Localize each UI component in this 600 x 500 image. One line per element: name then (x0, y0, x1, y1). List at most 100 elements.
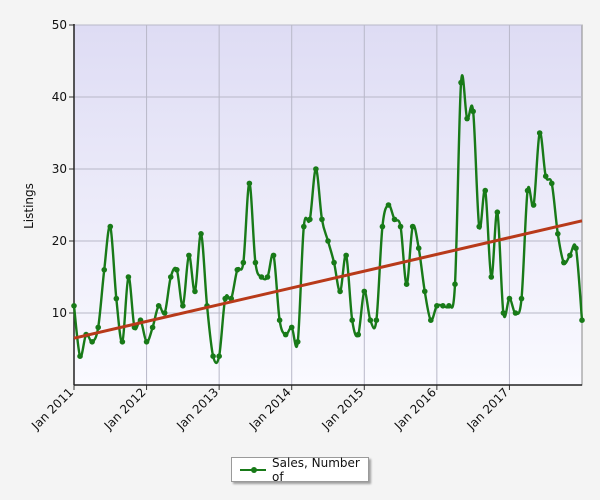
data-point (506, 295, 513, 302)
data-point (198, 231, 204, 237)
data-point (77, 353, 83, 360)
data-point (125, 274, 132, 280)
y-tick-label: 50 (52, 18, 67, 32)
data-point (161, 310, 168, 316)
data-point (500, 310, 507, 316)
data-point (464, 115, 470, 122)
data-point (95, 324, 101, 331)
data-point (530, 202, 537, 208)
data-point (458, 79, 464, 86)
legend-label: Sales, Number of (272, 455, 360, 484)
axes (69, 24, 582, 390)
data-point (349, 317, 355, 324)
data-point (561, 259, 567, 266)
data-point (167, 274, 174, 280)
data-point (89, 339, 95, 345)
data-point (548, 180, 555, 187)
data-point (234, 267, 241, 273)
x-tick-label: Jan 2017 (464, 385, 512, 433)
data-point (307, 216, 313, 223)
y-tick-label: 40 (52, 90, 67, 104)
data-point (143, 339, 150, 345)
data-point (174, 267, 180, 273)
data-point (536, 130, 543, 136)
data-point (119, 339, 126, 345)
data-point (488, 274, 495, 280)
x-tick-label: Jan 2014 (246, 385, 294, 433)
y-tick-label: 10 (52, 306, 67, 320)
legend: Sales, Number of (231, 455, 369, 484)
data-point (294, 339, 301, 345)
data-point (579, 317, 585, 324)
data-point (415, 245, 422, 251)
data-point (391, 216, 398, 223)
data-point (555, 231, 561, 237)
data-point (107, 223, 114, 230)
x-tick-label: Jan 2016 (391, 385, 439, 433)
data-point (367, 317, 374, 324)
data-point (113, 295, 120, 302)
data-point (355, 331, 362, 338)
data-point (476, 223, 482, 230)
data-point (337, 288, 343, 295)
data-point (403, 281, 410, 288)
data-point (240, 259, 247, 266)
y-tick-label: 30 (52, 162, 67, 176)
data-point (276, 317, 283, 324)
data-point (373, 317, 380, 324)
data-point (385, 202, 392, 208)
data-point (440, 303, 446, 309)
data-point (264, 274, 271, 280)
data-point (361, 288, 368, 295)
data-point (252, 259, 259, 266)
plot-area (73, 24, 583, 386)
data-point (428, 317, 434, 324)
data-point (282, 331, 289, 338)
data-point (331, 259, 337, 266)
x-tick-label: Jan 2015 (318, 385, 366, 433)
data-point (319, 216, 325, 223)
data-point (288, 324, 295, 331)
data-point (216, 353, 222, 360)
y-tick-label: 20 (52, 234, 67, 248)
legend-line-marker (240, 465, 267, 475)
data-point (192, 288, 198, 295)
data-point (470, 108, 476, 115)
data-point (210, 353, 216, 360)
data-point (379, 223, 386, 230)
data-point (155, 303, 162, 309)
x-tick-label: Jan 2011 (28, 385, 76, 433)
data-point (228, 295, 235, 302)
data-point (494, 209, 501, 215)
data-point (186, 252, 192, 259)
data-point (325, 238, 331, 244)
data-point (482, 187, 489, 194)
data-point (149, 324, 156, 331)
data-point (71, 303, 77, 309)
data-point (343, 252, 349, 259)
data-point (101, 267, 108, 273)
data-point (270, 252, 277, 259)
data-point (409, 223, 416, 230)
data-point (542, 173, 549, 179)
data-point (421, 288, 428, 295)
data-point (246, 180, 253, 187)
data-point (180, 303, 186, 309)
data-point (573, 245, 579, 251)
data-point (397, 223, 404, 230)
data-point (524, 187, 531, 194)
trend-line (73, 219, 583, 340)
data-point (434, 303, 440, 309)
data-point (452, 281, 458, 288)
data-point (518, 295, 525, 302)
data-point (512, 310, 519, 316)
data-point (313, 166, 319, 172)
x-tick-label: Jan 2013 (173, 385, 221, 433)
x-tick-label: Jan 2012 (101, 385, 149, 433)
data-point (222, 295, 228, 302)
data-point (446, 303, 452, 309)
series-layer (71, 74, 585, 365)
data-point (301, 223, 307, 230)
data-point (258, 274, 265, 280)
